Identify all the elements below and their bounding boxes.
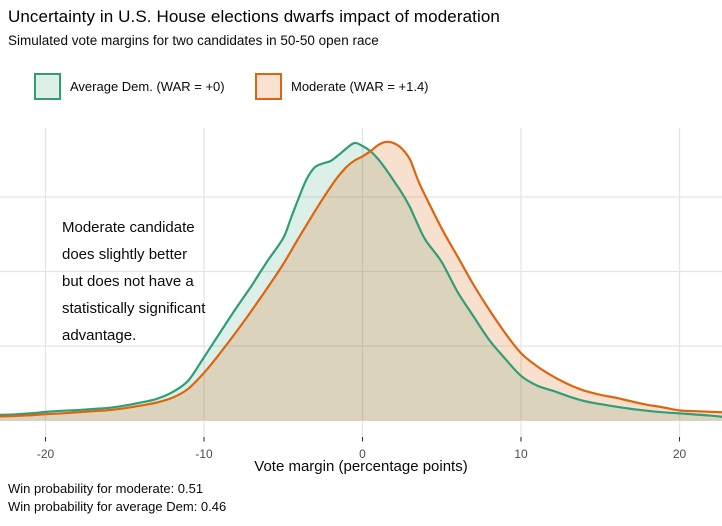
chart-title: Uncertainty in U.S. House elections dwar… [8, 7, 500, 26]
annotation-text: Moderate candidate does slightly better … [62, 219, 206, 344]
x-tick-label: 20 [672, 447, 687, 461]
legend-key-average-dem [34, 73, 61, 100]
x-tick-label: 0 [359, 447, 366, 461]
legend-key-moderate [255, 73, 282, 100]
legend-item-average-dem: Average Dem. (WAR = +0) [34, 73, 225, 100]
x-tick-label: 10 [514, 447, 528, 461]
x-tick-label: -20 [36, 447, 55, 461]
legend-label-moderate: Moderate (WAR = +1.4) [291, 79, 429, 94]
x-tick-label: -10 [195, 447, 213, 461]
legend-item-moderate: Moderate (WAR = +1.4) [255, 73, 429, 100]
legend-label-average-dem: Average Dem. (WAR = +0) [70, 79, 225, 94]
x-axis-label: Vote margin (percentage points) [254, 458, 468, 475]
caption-win-probabilities: Win probability for moderate: 0.51 Win p… [8, 481, 227, 514]
chart-subtitle: Simulated vote margins for two candidate… [8, 33, 379, 48]
